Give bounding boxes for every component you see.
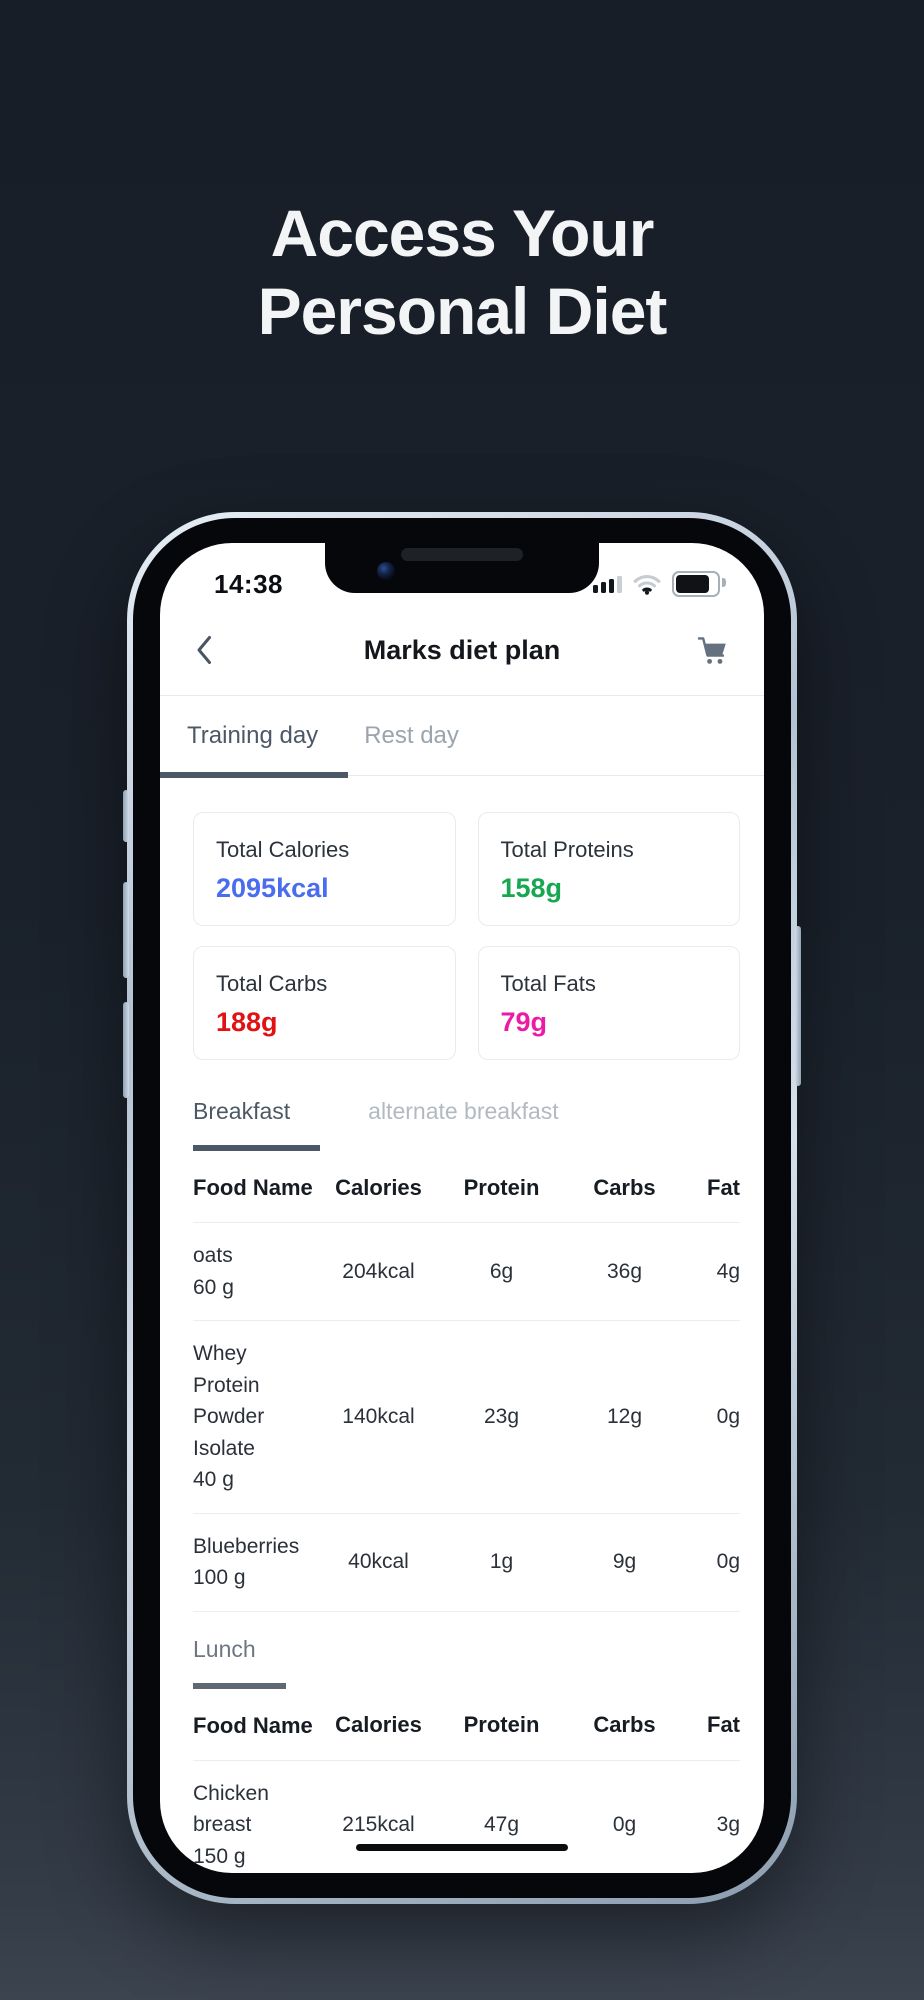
food-amount: 40 g	[193, 1468, 234, 1491]
card-total-calories: Total Calories 2095kcal	[193, 812, 456, 926]
card-value: 2095kcal	[216, 873, 329, 903]
card-value: 79g	[500, 1007, 548, 1037]
lunch-tabs: Lunch	[193, 1636, 740, 1689]
col-fat: Fat	[707, 1712, 740, 1737]
totals-cards: Total Calories 2095kcal Total Proteins 1…	[193, 812, 740, 1060]
food-amount: 100 g	[193, 1566, 246, 1589]
breakfast-tabs: Breakfast alternate breakfast	[193, 1098, 740, 1151]
status-bar: 14:38	[160, 543, 764, 603]
home-indicator[interactable]	[356, 1844, 568, 1851]
card-value: 158g	[500, 873, 563, 903]
tab-training-day[interactable]: Training day	[187, 721, 319, 749]
tab-breakfast[interactable]: Breakfast	[193, 1098, 321, 1151]
nav-header: Marks diet plan	[160, 605, 764, 696]
col-fat: Fat	[707, 1174, 740, 1200]
food-name-cell: Chicken breast 150 g	[193, 1778, 317, 1873]
shopping-cart-icon	[697, 636, 726, 664]
fat-cell: 3g	[716, 1812, 740, 1836]
food-name-cell: Whey Protein Powder Isolate 40 g	[193, 1338, 317, 1496]
page-title: Marks diet plan	[363, 634, 561, 665]
notch	[325, 543, 599, 593]
lunch-section: Lunch Food Name Calories Protein Carbs F…	[193, 1636, 740, 1874]
table-header: Food Name Calories Protein Carbs Fat	[193, 1689, 740, 1761]
food-name: Whey Protein Powder Isolate	[193, 1342, 265, 1460]
food-row-blueberries: Blueberries 100 g 40kcal 1g 9g 0g	[193, 1514, 740, 1612]
food-amount: 150 g	[193, 1844, 246, 1868]
card-label: Total Carbs	[216, 971, 328, 996]
card-value: 188g	[216, 1007, 278, 1037]
col-calories: Calories	[335, 1174, 422, 1200]
chevron-left-icon	[197, 636, 211, 664]
protein-cell: 47g	[483, 1812, 520, 1836]
card-label: Total Fats	[500, 971, 596, 996]
card-total-fats: Total Fats 79g	[477, 946, 740, 1060]
food-row-whey: Whey Protein Powder Isolate 40 g 140kcal…	[193, 1321, 740, 1514]
food-name-cell: Blueberries 100 g	[193, 1531, 317, 1594]
food-row-oats: oats 60 g 204kcal 6g 36g 4g	[193, 1223, 740, 1321]
col-protein: Protein	[463, 1174, 540, 1200]
phone-frame: 14:38	[123, 512, 801, 1904]
back-button[interactable]	[196, 635, 244, 665]
food-name: Blueberries	[193, 1534, 300, 1558]
tab-lunch[interactable]: Lunch	[193, 1636, 286, 1689]
day-tabs: Training day Rest day	[160, 696, 764, 778]
carbs-cell: 12g	[606, 1404, 643, 1428]
volume-up-button	[123, 882, 129, 978]
col-calories: Calories	[335, 1712, 422, 1737]
mute-switch	[123, 790, 129, 842]
col-carbs: Carbs	[593, 1712, 656, 1737]
wifi-icon	[633, 574, 661, 595]
calories-cell: 140kcal	[342, 1404, 415, 1428]
battery-fill	[676, 575, 709, 593]
food-name-cell: oats 60 g	[193, 1240, 317, 1303]
volume-down-button	[123, 1002, 129, 1098]
phone-body: 14:38	[133, 518, 791, 1898]
app-screen: 14:38	[160, 543, 764, 1873]
power-button	[795, 926, 801, 1086]
protein-cell: 23g	[483, 1404, 520, 1428]
breakfast-section: Breakfast alternate breakfast Food Name …	[193, 1098, 740, 1612]
card-total-proteins: Total Proteins 158g	[477, 812, 740, 926]
col-food-name: Food Name	[193, 1712, 313, 1738]
fat-cell: 0g	[716, 1404, 740, 1428]
battery-nub	[722, 578, 726, 587]
content-area: Total Calories 2095kcal Total Proteins 1…	[160, 812, 764, 1873]
calories-cell: 215kcal	[342, 1812, 415, 1836]
food-amount: 60 g	[193, 1275, 234, 1299]
carbs-cell: 36g	[606, 1259, 643, 1283]
speaker-grille	[401, 548, 523, 561]
fat-cell: 0g	[716, 1550, 740, 1573]
carbs-cell: 0g	[612, 1812, 637, 1836]
protein-cell: 1g	[489, 1550, 514, 1573]
col-protein: Protein	[463, 1712, 540, 1737]
card-label: Total Proteins	[500, 837, 634, 862]
food-row-chicken-breast: Chicken breast 150 g 215kcal 47g 0g 3g	[193, 1761, 740, 1874]
cellular-signal-icon	[593, 575, 622, 593]
cart-button[interactable]	[680, 636, 728, 665]
status-time: 14:38	[214, 568, 283, 599]
table-header: Food Name Calories Protein Carbs Fat	[193, 1151, 740, 1223]
protein-cell: 6g	[489, 1259, 514, 1283]
food-name: Chicken breast	[193, 1781, 269, 1837]
tab-rest-day[interactable]: Rest day	[364, 721, 459, 749]
tab-alternate-breakfast[interactable]: alternate breakfast	[368, 1098, 559, 1124]
calories-cell: 204kcal	[342, 1259, 415, 1283]
card-label: Total Calories	[216, 837, 350, 862]
front-camera-icon	[377, 562, 395, 580]
calories-cell: 40kcal	[348, 1550, 409, 1573]
food-name: oats	[193, 1244, 233, 1267]
battery-icon	[672, 571, 726, 597]
col-carbs: Carbs	[593, 1174, 656, 1200]
hero-title: Access Your Personal Diet	[257, 196, 668, 348]
carbs-cell: 9g	[612, 1550, 637, 1573]
card-total-carbs: Total Carbs 188g	[193, 946, 456, 1060]
active-tab-indicator	[160, 772, 348, 778]
col-food-name: Food Name	[193, 1175, 313, 1200]
status-icons	[593, 571, 726, 597]
fat-cell: 4g	[716, 1259, 740, 1283]
